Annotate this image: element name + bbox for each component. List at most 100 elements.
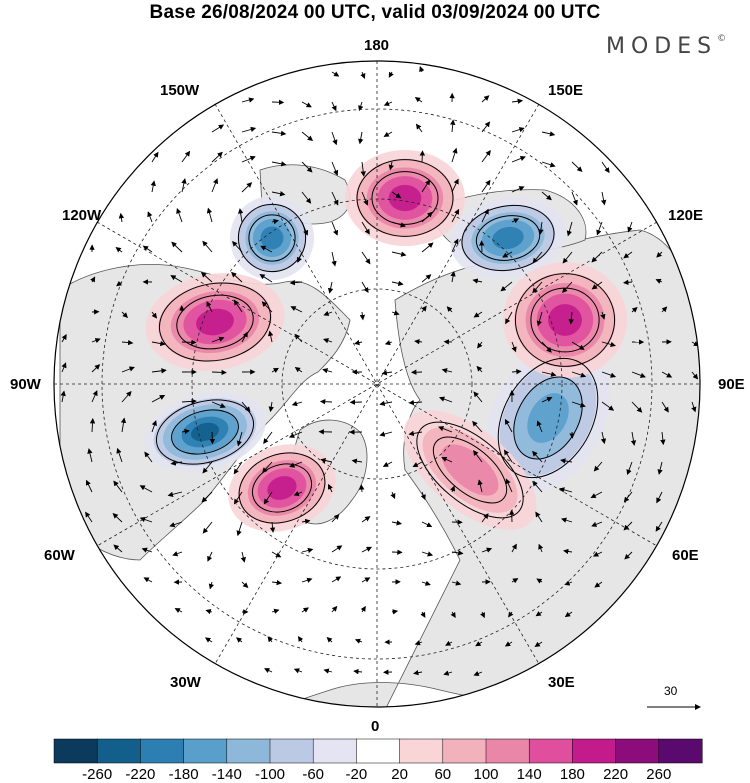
wind-arrow <box>85 511 93 523</box>
colorbar-tick-label: -220 <box>125 766 156 783</box>
anomaly-level <box>441 444 499 496</box>
wind-arrow <box>172 551 183 557</box>
wind-arrow <box>421 580 431 586</box>
anomaly-level <box>267 476 297 500</box>
wind-arrow <box>568 311 574 325</box>
wind-arrow <box>359 484 365 493</box>
wind-arrow <box>294 333 303 343</box>
wind-arrow <box>532 450 543 463</box>
wind-arrow <box>121 339 134 346</box>
wind-arrow <box>268 401 274 413</box>
wind-arrow <box>91 364 101 373</box>
wind-arrow <box>591 251 603 263</box>
wind-arrow <box>413 670 423 676</box>
wind-arrow <box>322 368 333 374</box>
wind-arrow <box>661 371 673 378</box>
wind-arrow <box>623 521 633 531</box>
wind-arrow <box>237 208 244 223</box>
wind-arrow <box>61 362 67 373</box>
wind-arrow <box>240 551 246 563</box>
wind-arrow <box>241 97 255 103</box>
contour-line <box>530 287 600 353</box>
wind-arrow <box>414 339 423 345</box>
wind-arrow <box>420 491 426 501</box>
wind-arrow <box>511 155 526 163</box>
colorbar-tick-label: 260 <box>646 766 672 783</box>
wind-arrow <box>473 670 483 676</box>
colorbar-segment <box>399 738 444 764</box>
anomaly-level <box>492 226 524 250</box>
wind-arrow <box>591 521 603 527</box>
wind-arrow <box>359 311 366 321</box>
wind-arrow <box>181 398 197 405</box>
wind-arrow <box>361 251 371 265</box>
wind-arrow <box>571 161 583 172</box>
colorbar-segment <box>572 738 617 764</box>
wind-arrow <box>536 311 543 327</box>
wind-arrow <box>414 640 423 646</box>
wind-arrow <box>264 668 273 673</box>
wind-arrow <box>536 420 543 433</box>
lon-label-0: 0 <box>371 718 380 735</box>
lon-label-120w: 120W <box>62 207 102 224</box>
wind-arrow <box>472 278 483 284</box>
wind-arrow <box>590 491 603 499</box>
wind-arrow <box>450 485 456 493</box>
wind-arrow <box>450 611 456 618</box>
wind-arrow <box>211 336 225 343</box>
wind-arrow <box>271 579 283 586</box>
wind-arrow <box>151 151 159 163</box>
wind-arrow <box>415 123 423 133</box>
wind-arrow <box>566 221 573 237</box>
wind-arrow <box>379 400 393 407</box>
anomaly-level <box>196 308 234 336</box>
wind-arrow <box>561 281 573 294</box>
wind-arrow <box>301 131 314 142</box>
wind-arrow <box>271 367 279 373</box>
wind-arrow <box>661 306 668 313</box>
wind-arrow <box>477 479 483 493</box>
wind-arrow <box>323 668 333 674</box>
wind-arrow <box>301 547 314 554</box>
wind-arrow <box>236 431 243 447</box>
wind-arrow <box>331 513 340 523</box>
wind-arrow <box>151 395 166 403</box>
wind-arrow <box>626 461 633 476</box>
wind-arrow <box>593 461 603 472</box>
wind-arrow <box>624 551 633 560</box>
wind-arrow <box>541 161 556 168</box>
wind-arrow <box>211 401 226 409</box>
wind-arrow <box>181 150 191 163</box>
wind-arrow <box>473 391 483 403</box>
wind-arrow <box>600 191 607 206</box>
wind-arrow <box>141 547 153 553</box>
wind-arrow <box>113 544 123 553</box>
wind-arrow <box>60 390 66 403</box>
contour-line <box>461 204 555 272</box>
anomaly-level <box>527 393 569 443</box>
wind-arrow <box>113 480 123 493</box>
anomaly-field <box>144 150 627 532</box>
wind-arrow <box>331 131 338 146</box>
contour-line <box>514 273 616 367</box>
wind-arrow <box>414 97 423 103</box>
wind-arrow <box>558 487 573 493</box>
wind-arrow <box>532 480 543 493</box>
wind-arrow <box>657 461 663 475</box>
lon-label-150e: 150E <box>548 82 584 99</box>
brand-mark: © <box>717 34 727 44</box>
wind-arrow <box>481 95 490 103</box>
wind-arrow <box>623 279 633 286</box>
wind-arrow <box>379 431 393 437</box>
wind-arrow <box>118 212 125 223</box>
wind-arrow <box>451 178 459 193</box>
wind-arrow <box>150 180 156 193</box>
wind-arrow <box>691 371 699 380</box>
wind-arrow <box>320 457 333 464</box>
colorbar-tick-label: -260 <box>82 766 113 783</box>
wind-arrow <box>538 543 544 553</box>
wind-arrow <box>139 485 153 493</box>
wind-arrow <box>601 341 616 347</box>
wind-arrow <box>354 339 363 346</box>
wind-arrow <box>181 178 187 193</box>
